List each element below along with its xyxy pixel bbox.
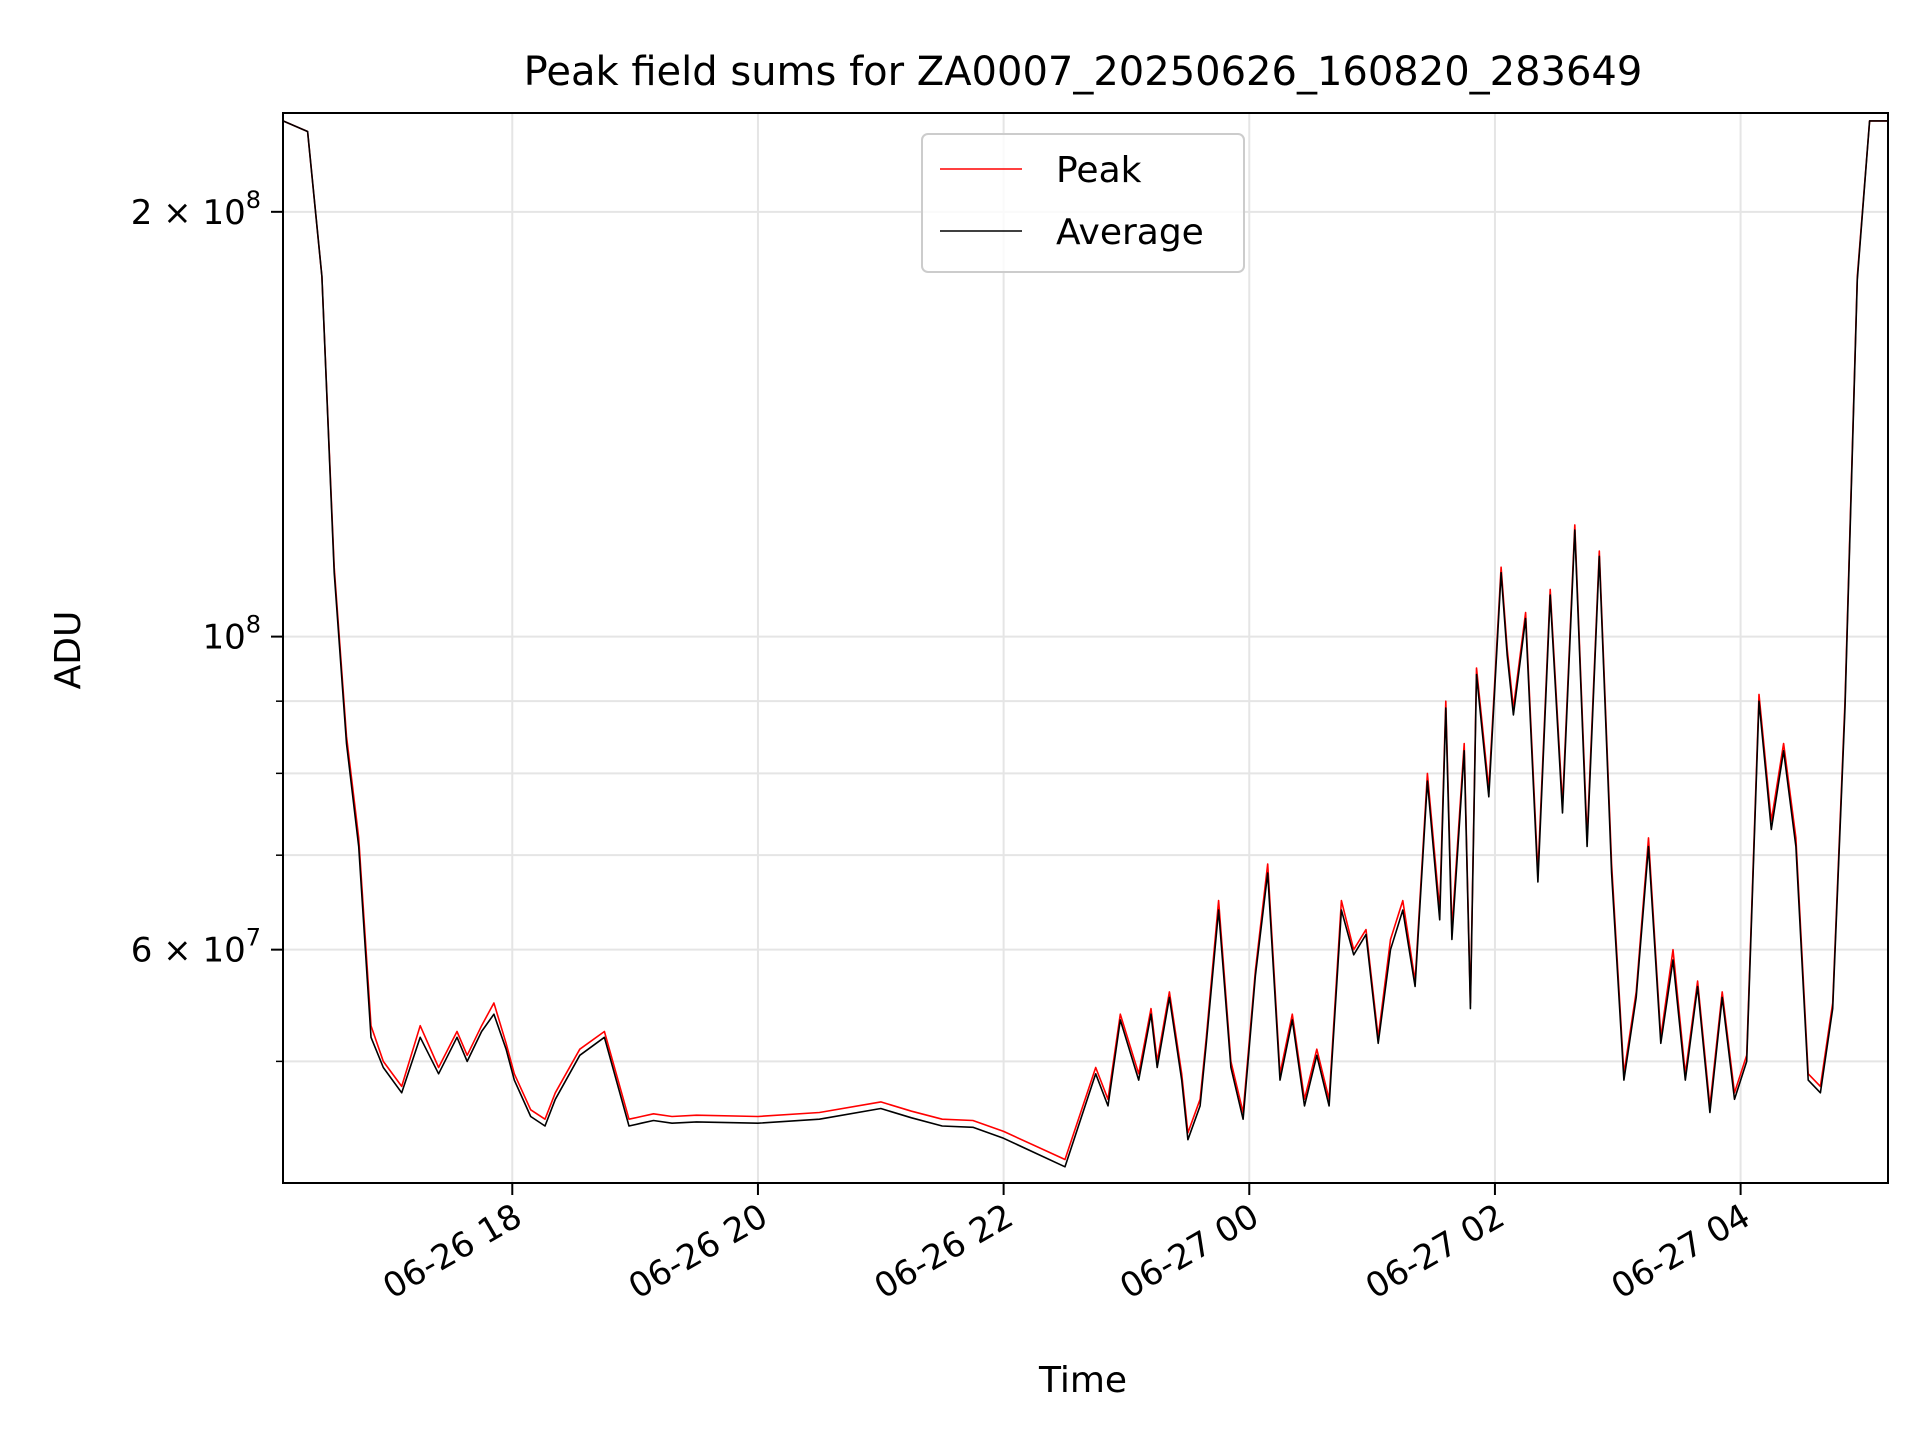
x-axis-label: Time [1038, 1360, 1127, 1401]
y-axis-label: ADU [48, 611, 89, 690]
y-tick-label-exponent: 8 [246, 611, 261, 639]
grid [283, 113, 1888, 1183]
series-line-peak [283, 120, 1888, 1161]
y-tick-label-base: 2 × 10 [131, 193, 246, 233]
y-tick-label-base: 6 × 10 [131, 931, 246, 971]
chart-title: Peak field sums for ZA0007_20250626_1608… [524, 49, 1643, 95]
legend-label-average: Average [1056, 212, 1204, 253]
y-tick-label: 108 [202, 611, 261, 658]
y-tick-label-base: 10 [202, 618, 245, 658]
legend-label-peak: Peak [1056, 150, 1142, 191]
y-tick-label-exponent: 8 [246, 186, 261, 214]
series-group [283, 120, 1888, 1168]
y-tick-label-exponent: 7 [246, 924, 261, 952]
series-line-average [283, 120, 1888, 1168]
y-tick-label: 2 × 108 [131, 186, 261, 233]
plot-frame [282, 112, 1889, 1184]
y-tick-label: 6 × 107 [131, 924, 261, 971]
legend: Peak Average [921, 133, 1245, 273]
